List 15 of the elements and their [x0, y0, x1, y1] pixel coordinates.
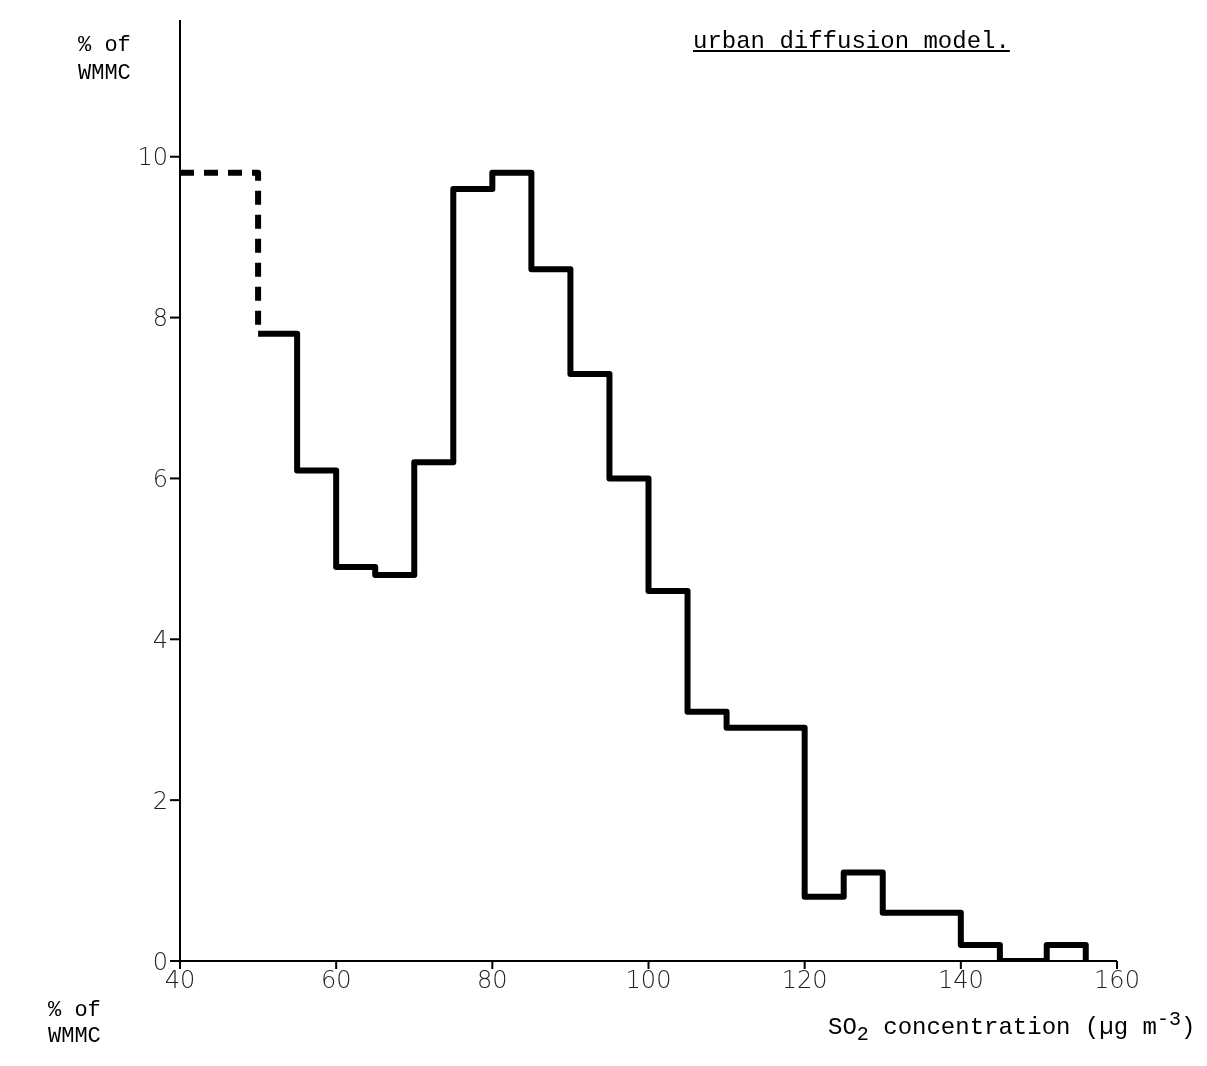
- x-axis-title: SO$_{2}$ concentration (µg m$^{-3}$): [828, 1008, 1196, 1046]
- y-tick-label: 2: [152, 786, 168, 815]
- y-axis-title: % of WMMC: [78, 32, 132, 88]
- x-tick-label: 100: [625, 966, 672, 995]
- y-tick-label: 8: [152, 304, 168, 333]
- chart-title: urban diffusion model.: [693, 28, 1010, 55]
- x-tick-label: 60: [320, 966, 352, 995]
- x-tick-label: 140: [937, 966, 984, 995]
- x-tick-label: 160: [1094, 966, 1140, 995]
- x-tick-label: 120: [781, 966, 828, 995]
- x-tick-label: 80: [477, 966, 508, 995]
- y-tick-label: 4: [152, 625, 168, 654]
- text: % of WMMC: [48, 998, 102, 1050]
- y-tick-label: 10: [137, 143, 168, 172]
- y-tick-label: 6: [152, 464, 168, 493]
